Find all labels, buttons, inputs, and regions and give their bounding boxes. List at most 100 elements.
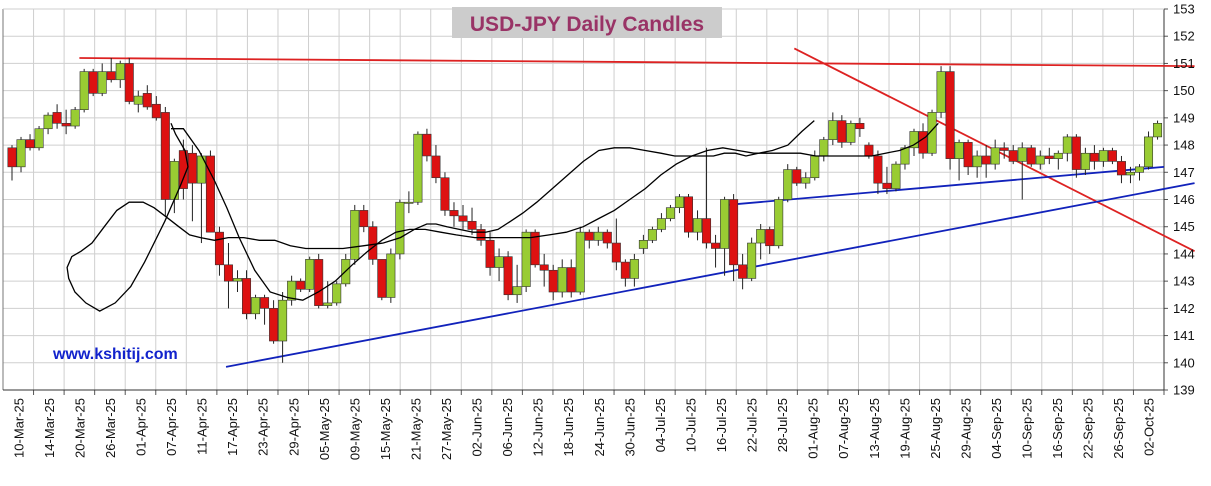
candle: [124, 57, 134, 105]
candle-body-down: [449, 210, 459, 217]
candle: [404, 191, 414, 214]
candle-body-up: [720, 199, 730, 249]
candle-body-up: [1080, 152, 1090, 170]
candle-body-down: [711, 242, 721, 249]
candle-body-down: [467, 220, 477, 230]
candle: [97, 63, 107, 97]
x-tick-label: 17-Apr-25: [225, 398, 240, 456]
candle: [242, 270, 252, 320]
candle-body-up: [674, 196, 684, 208]
candle: [350, 204, 360, 265]
candle-body-up: [1098, 150, 1108, 162]
candle: [1098, 147, 1108, 167]
x-tick-label: 02-Jun-25: [470, 398, 485, 457]
x-tick-label: 20-Mar-25: [72, 398, 87, 458]
candle-body-down: [124, 63, 134, 102]
candle: [693, 210, 703, 241]
candle: [16, 136, 26, 173]
candle-body-down: [187, 152, 197, 184]
moving-average-long: [171, 122, 939, 301]
candle: [521, 229, 531, 293]
candle-body-down: [1026, 147, 1036, 165]
x-tick-label: 29-Aug-25: [958, 398, 973, 459]
candle: [729, 194, 739, 282]
candle-body-up: [521, 231, 531, 287]
candle: [305, 256, 315, 293]
candle: [395, 199, 405, 260]
candle-body-down: [422, 133, 432, 157]
candle: [214, 226, 224, 276]
y-tick-label: 150: [1173, 83, 1195, 98]
x-tick-label: 12-Jun-25: [531, 398, 546, 457]
candle: [70, 106, 80, 129]
candle-body-up: [350, 210, 360, 260]
candle-body-down: [882, 182, 892, 189]
candle-body-down: [205, 155, 215, 233]
candle-body-down: [440, 177, 450, 211]
candle: [602, 229, 612, 249]
candle: [260, 294, 270, 325]
x-tick-label: 19-Aug-25: [897, 398, 912, 459]
candle-body-up: [1144, 136, 1154, 168]
candle: [386, 248, 396, 303]
candle-body-down: [702, 218, 712, 244]
candle: [819, 136, 829, 162]
candle-body-down: [431, 155, 441, 179]
x-tick-label: 18-Jun-25: [561, 398, 576, 457]
candle-body-down: [106, 71, 116, 81]
candle-body-up: [395, 201, 405, 255]
candle: [512, 264, 522, 303]
x-tick-label: 28-Jul-25: [775, 398, 790, 452]
x-tick-label: 15-May-25: [378, 398, 393, 460]
candle-body-up: [251, 297, 261, 315]
candle-body-up: [133, 95, 143, 105]
candle: [1062, 134, 1072, 162]
candle: [647, 226, 657, 244]
candle-body-up: [115, 63, 125, 81]
x-tick-label: 27-May-25: [439, 398, 454, 460]
candle-body-up: [233, 278, 243, 282]
candle-body-down: [242, 278, 252, 315]
candle: [485, 232, 495, 276]
y-tick-label: 147: [1173, 165, 1195, 180]
candle: [52, 104, 62, 129]
candle: [494, 248, 504, 282]
candle: [530, 229, 540, 268]
candle-body-up: [413, 133, 423, 203]
candle-body-up: [512, 286, 522, 296]
candle: [314, 253, 324, 309]
candle-body-up: [909, 131, 919, 149]
candle-body-down: [1071, 136, 1081, 170]
y-tick-label: 153: [1173, 2, 1195, 17]
candle: [665, 204, 675, 222]
candle-body-up: [16, 139, 26, 168]
candle-body-up: [972, 155, 982, 168]
candle: [566, 259, 576, 298]
candle-body-down: [88, 71, 98, 94]
candle: [828, 112, 838, 146]
candle-body-down: [963, 142, 973, 168]
candle-body-up: [34, 128, 44, 149]
candle-body-down: [142, 93, 152, 108]
x-tick-label: 09-May-25: [347, 398, 362, 460]
x-tick-label: 22-Jul-25: [745, 398, 760, 452]
candle-layer: [7, 57, 1163, 363]
candle: [765, 226, 775, 254]
candle: [702, 147, 712, 249]
candle: [548, 264, 558, 301]
candle: [43, 112, 53, 135]
candle-body-down: [368, 226, 378, 260]
candle-body-down: [476, 229, 486, 241]
candle-body-down: [738, 264, 748, 279]
candle: [287, 275, 297, 306]
candle: [133, 90, 143, 113]
candle: [467, 207, 477, 235]
candle-body-up: [323, 302, 333, 306]
candle-body-down: [873, 155, 883, 184]
candle-body-up: [828, 120, 838, 140]
candle-body-up: [1153, 123, 1163, 138]
candle-body-up: [927, 112, 937, 154]
candle: [990, 139, 1000, 170]
candle: [1017, 142, 1027, 200]
